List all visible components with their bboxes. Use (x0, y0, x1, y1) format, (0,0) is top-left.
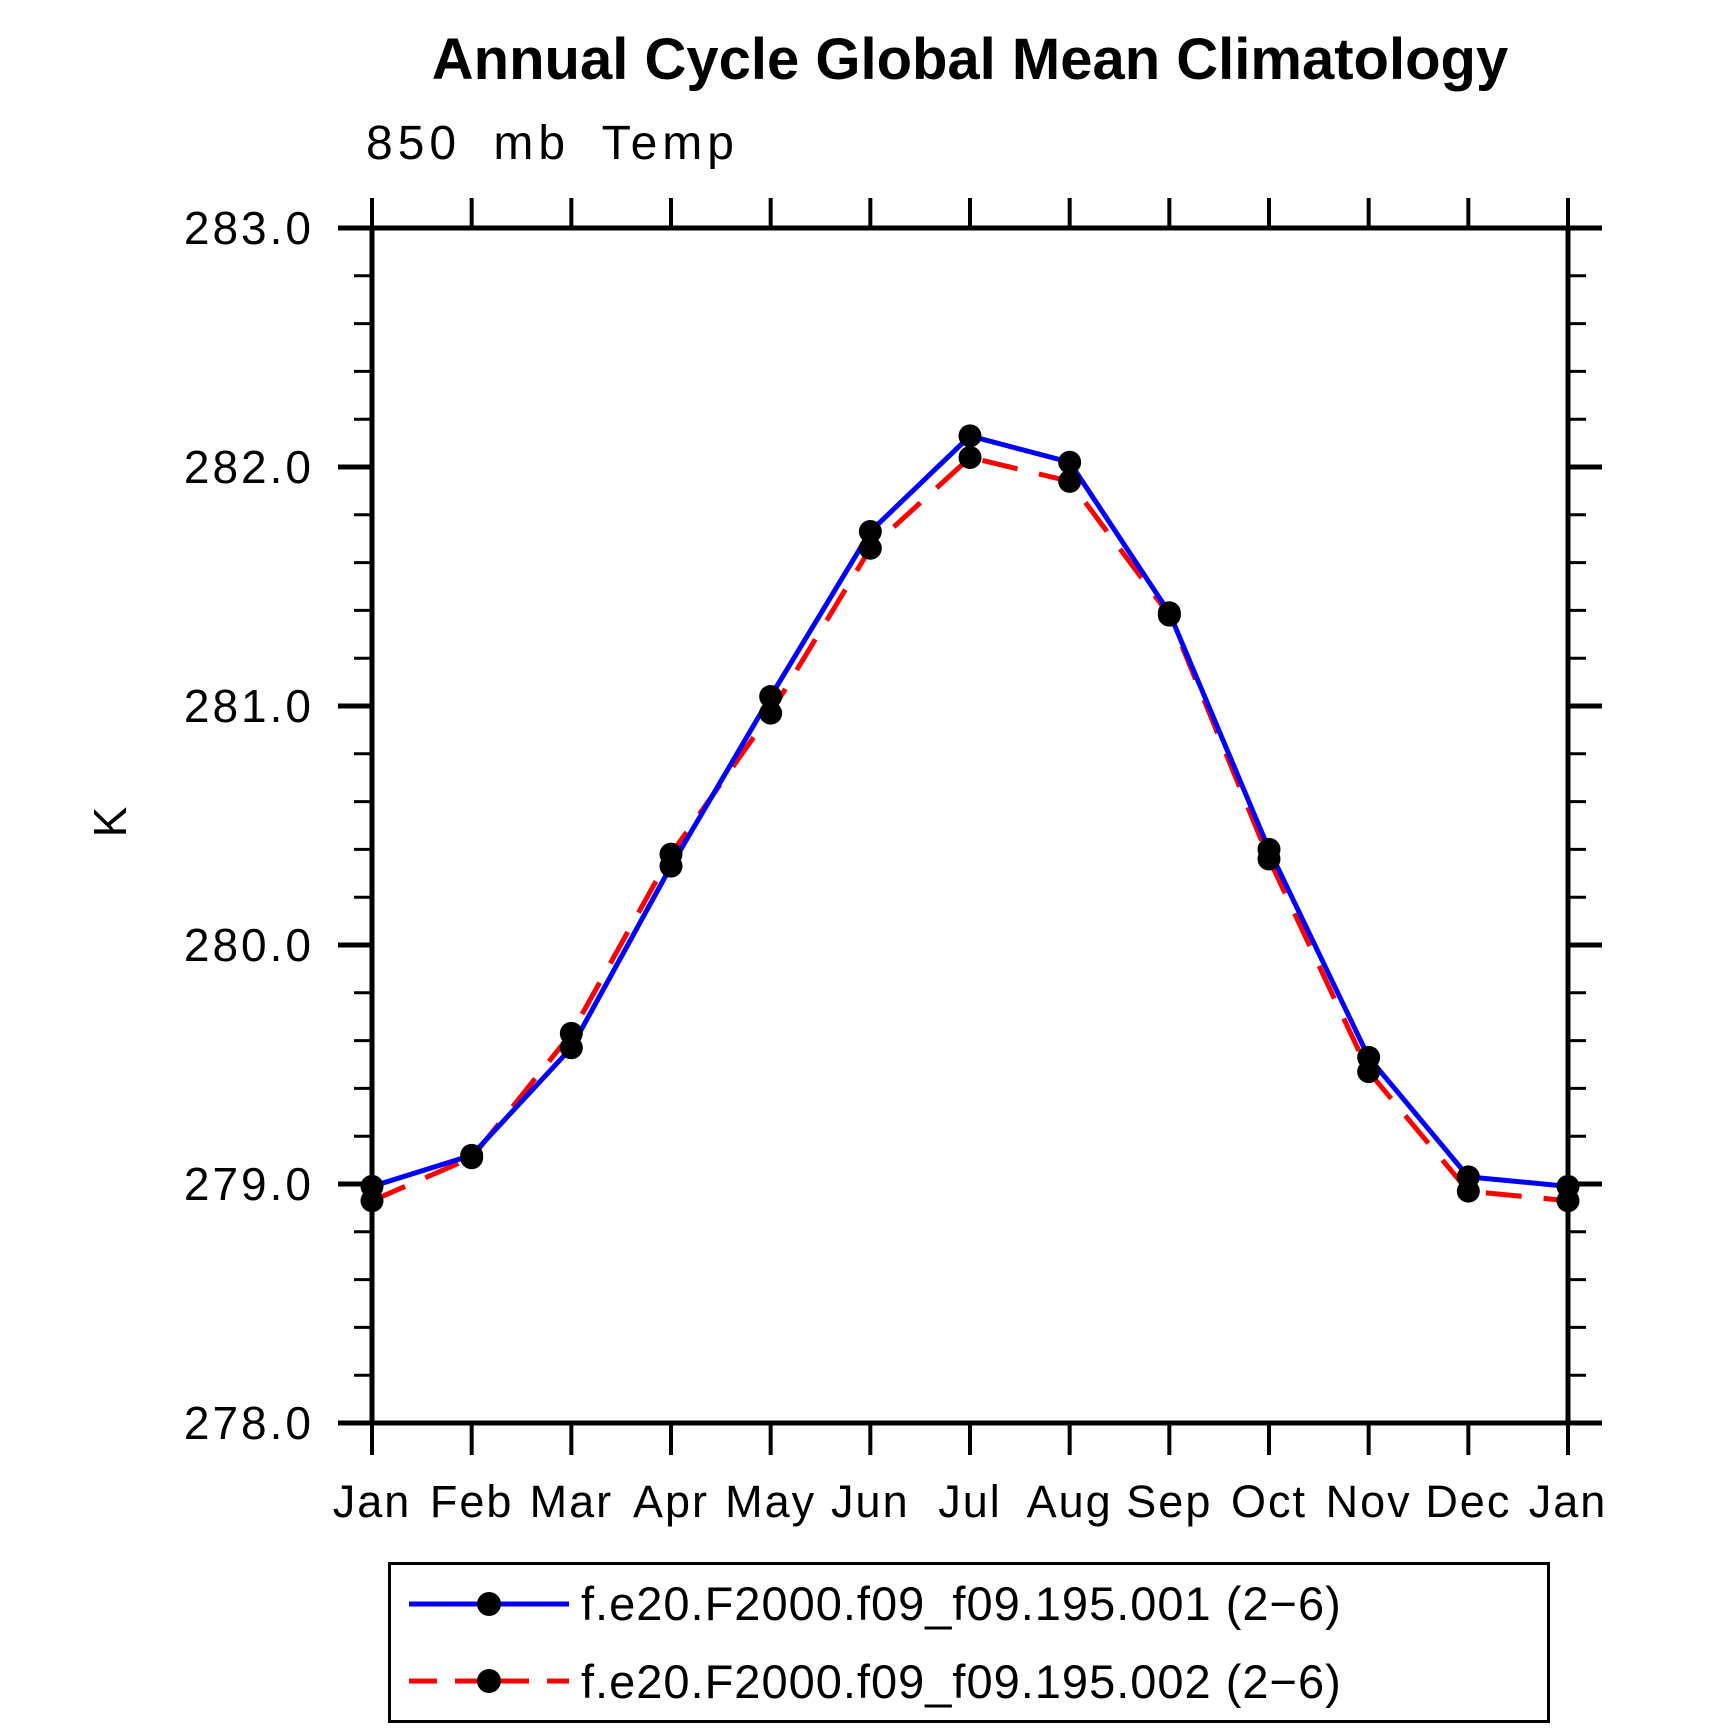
x-tick-label: Aug (1027, 1476, 1113, 1527)
legend-line-sample-solid (409, 1591, 569, 1616)
data-marker (958, 445, 982, 469)
data-marker (858, 536, 882, 560)
x-tick-label: Jun (831, 1476, 910, 1527)
legend-line-sample-dashed (409, 1669, 569, 1694)
y-tick-label: 279.0 (184, 1158, 314, 1210)
y-tick-label: 283.0 (184, 202, 314, 254)
data-marker (1556, 1189, 1580, 1213)
legend-label-series-001: f.e20.F2000.f09_f09.195.001 (2−6) (581, 1577, 1342, 1631)
y-tick-label: 278.0 (184, 1397, 314, 1449)
data-marker (759, 684, 783, 708)
legend-marker-icon (477, 1591, 501, 1616)
data-marker (559, 1021, 583, 1045)
y-tick-label: 281.0 (184, 680, 314, 732)
plot-frame (369, 225, 1571, 1426)
x-tick-label: Oct (1231, 1476, 1307, 1527)
series-line-1 (371, 454, 1569, 1204)
x-tick-label: Jan (333, 1476, 412, 1527)
data-marker (858, 520, 882, 544)
x-tick-label: Feb (430, 1476, 514, 1527)
data-marker (1257, 847, 1281, 871)
x-tick-label: Jan (1529, 1476, 1608, 1527)
x-tick-label: Nov (1326, 1476, 1412, 1527)
data-marker (958, 424, 982, 448)
data-marker (659, 842, 683, 866)
y-tick-label: 282.0 (184, 441, 314, 493)
data-marker (1357, 1060, 1381, 1084)
x-tick-label: Jul (938, 1476, 1002, 1527)
data-marker (460, 1146, 484, 1170)
data-marker (1456, 1179, 1480, 1203)
x-tick-label: Sep (1126, 1476, 1212, 1527)
legend-marker-icon (477, 1669, 501, 1694)
legend-label-series-002: f.e20.F2000.f09_f09.195.002 (2−6) (581, 1654, 1342, 1708)
legend: f.e20.F2000.f09_f09.195.001 (2−6) f.e20.… (388, 1562, 1550, 1723)
x-tick-label: Mar (530, 1476, 614, 1527)
chart-title: Annual Cycle Global Mean Climatology (431, 27, 1509, 92)
chart-subtitle: 850 mb Temp (366, 117, 739, 170)
x-tick-label: Dec (1425, 1476, 1511, 1527)
data-marker (360, 1189, 384, 1213)
series-line-0 (371, 433, 1569, 1189)
y-tick-label: 280.0 (184, 919, 314, 971)
data-marker (759, 701, 783, 725)
data-marker (1058, 450, 1082, 474)
legend-entry-series-002: f.e20.F2000.f09_f09.195.002 (2−6) (391, 1643, 1547, 1721)
legend-entry-series-001: f.e20.F2000.f09_f09.195.001 (2−6) (391, 1565, 1547, 1643)
x-tick-label: Apr (633, 1476, 709, 1527)
data-marker (1157, 603, 1181, 627)
x-tick-label: May (725, 1476, 816, 1527)
data-marker (1058, 469, 1082, 493)
